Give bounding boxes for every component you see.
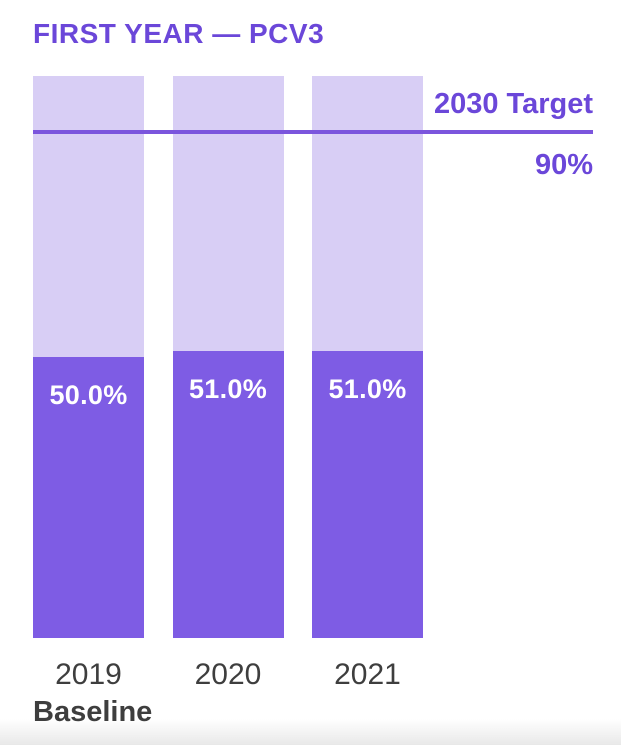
bar-fill-2019: 50.0% <box>33 357 144 638</box>
x-axis-year-label: 2020 <box>194 658 262 691</box>
bar-value-label: 51.0% <box>328 374 407 405</box>
bar-fill-2021: 51.0% <box>312 351 423 638</box>
bar-value-label: 51.0% <box>188 374 268 405</box>
chart-title: FIRST YEAR — PCV3 <box>33 18 325 49</box>
bar-track-2020: 51.0% <box>172 76 284 638</box>
bar-track-2019: 50.0% <box>33 76 144 638</box>
x-axis-label-2021: 2021 <box>312 660 423 727</box>
x-axis-label-2020: 2020 <box>173 660 284 727</box>
target-label: 2030 Target <box>433 88 593 120</box>
x-axis: 2019 Baseline 2020 2021 <box>33 660 423 727</box>
bottom-edge-shade <box>0 719 621 745</box>
bar-value-label: 50.0% <box>49 380 128 410</box>
x-axis-label-2019: 2019 Baseline <box>33 658 153 728</box>
x-axis-sub-label: Baseline <box>33 696 153 728</box>
x-axis-year-label: 2019 <box>55 658 122 691</box>
chart-area: 50.0% 51.0% 51.0% 2030 Target 90% <box>33 76 593 638</box>
target-value-label: 90% <box>534 149 593 181</box>
bar-track-2021: 51.0% <box>312 76 423 638</box>
x-axis-year-label: 2021 <box>334 658 401 691</box>
bars-container: 50.0% 51.0% 51.0% <box>33 76 423 638</box>
target-line <box>33 130 593 134</box>
bar-fill-2020: 51.0% <box>172 351 284 638</box>
